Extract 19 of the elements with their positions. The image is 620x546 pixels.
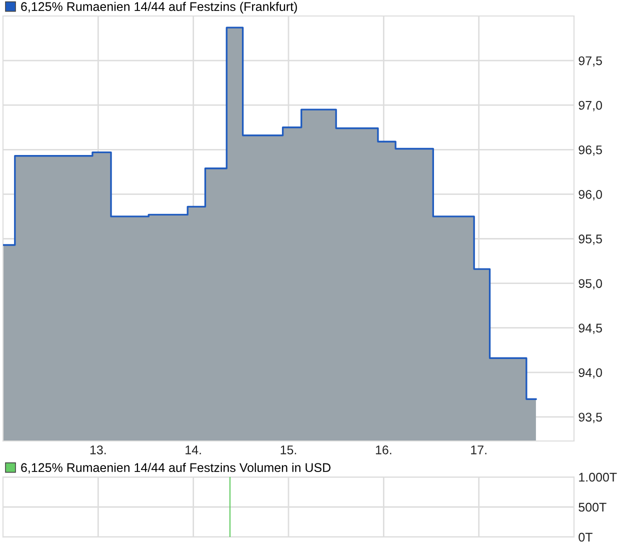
y-tick-label: 0T — [578, 532, 592, 542]
x-tick-label: 13. — [90, 445, 106, 454]
y-tick-label: 94,5 — [578, 324, 602, 334]
legend-label: 6,125% Rumaenien 14/44 auf Festzins Volumen in USD — [21, 462, 330, 474]
y-tick-label: 95,0 — [578, 279, 602, 290]
x-tick-label: 15. — [280, 446, 296, 454]
y-tick-label: 97,0 — [578, 100, 602, 112]
y-tick-label: 500T — [578, 502, 606, 512]
x-tick-label: 17. — [471, 446, 486, 454]
x-tick-label: 14. — [186, 446, 201, 454]
y-tick-label: 97,5 — [578, 56, 602, 67]
y-tick-label: 96,0 — [578, 190, 602, 200]
y-tick-label: 93,5 — [578, 412, 602, 424]
legend-label: 6,125% Rumaenien 14/44 auf Festzins (Frankfurt) — [21, 2, 297, 14]
y-tick-label: 96,5 — [578, 145, 602, 156]
x-tick-label: 16. — [376, 445, 392, 454]
y-tick-label: 94,0 — [578, 368, 602, 379]
y-tick-label: 95,5 — [578, 234, 602, 245]
y-tick-label: 1.000T — [579, 472, 617, 482]
